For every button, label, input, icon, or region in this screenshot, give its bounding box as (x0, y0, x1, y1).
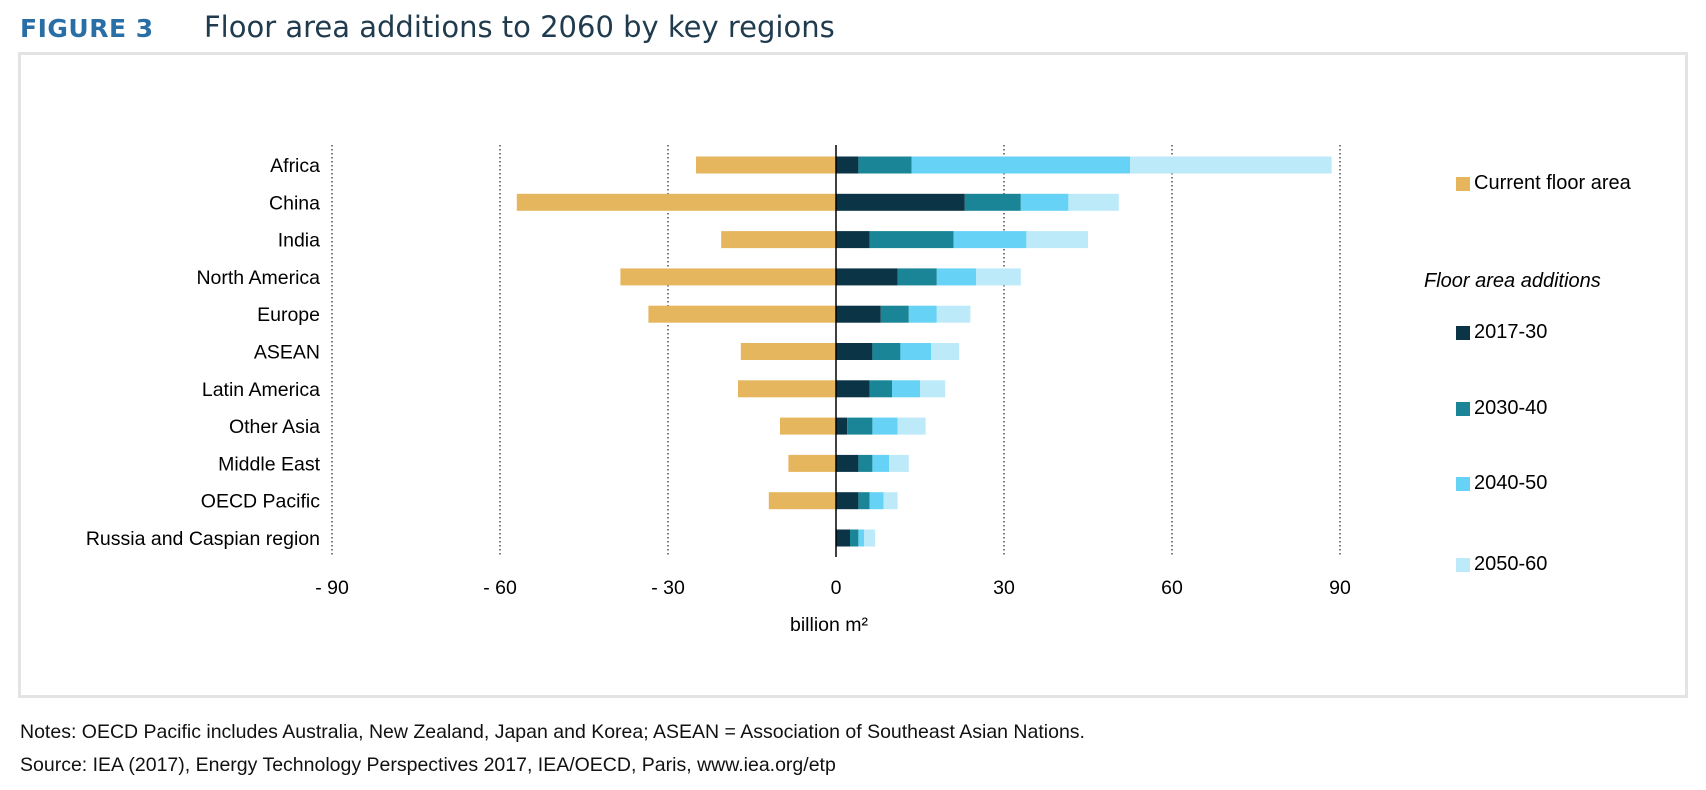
bar-current (620, 268, 836, 286)
category-label: Europe (257, 304, 320, 326)
bar-segment-2030-40 (858, 492, 870, 510)
bar-segment-2017-30 (836, 417, 848, 435)
notes-block: Notes: OECD Pacific includes Australia, … (20, 716, 1085, 782)
bar-current (696, 156, 836, 174)
category-label: Russia and Caspian region (86, 528, 320, 550)
notes-line: Notes: OECD Pacific includes Australia, … (20, 721, 1085, 743)
figure-title: Floor area additions to 2060 by key regi… (204, 10, 835, 44)
x-axis-label: billion m² (790, 614, 869, 636)
bar-segment-2030-40 (858, 156, 912, 174)
category-label: Latin America (202, 379, 320, 401)
category-label: ASEAN (254, 342, 320, 364)
bar-current (740, 343, 836, 360)
bar-segment-2017-30 (836, 454, 859, 472)
bar-segment-2017-30 (836, 343, 873, 360)
bar-segment-2050-60 (920, 380, 946, 398)
bar-segment-2040-50 (1020, 193, 1069, 211)
bar-current (788, 454, 836, 472)
category-label: North America (196, 267, 320, 289)
bar-segment-2030-40 (847, 417, 873, 435)
category-label: Other Asia (229, 416, 320, 438)
category-label: Africa (270, 155, 320, 177)
bar-segment-2017-30 (836, 193, 965, 211)
source-line: Source: IEA (2017), Energy Technology Pe… (20, 754, 836, 776)
x-tick-label: - 90 (315, 577, 349, 599)
bar-segment-2030-40 (897, 268, 937, 286)
bar-segment-2040-50 (911, 156, 1130, 174)
bar-segment-2050-60 (931, 343, 960, 360)
bar-segment-2017-30 (836, 305, 881, 323)
bar-segment-2040-50 (872, 454, 890, 472)
bar-segment-2040-50 (858, 529, 864, 547)
bar-segment-2040-50 (936, 268, 976, 286)
bar-segment-2017-30 (836, 492, 859, 510)
bar-segment-2050-60 (1068, 193, 1119, 211)
bar-segment-2030-40 (869, 231, 954, 249)
x-tick-label: 30 (993, 577, 1015, 599)
bar-segment-2030-40 (872, 343, 901, 360)
bar-segment-2040-50 (900, 343, 932, 360)
bar-segment-2050-60 (864, 529, 876, 547)
x-tick-label: 90 (1329, 577, 1351, 599)
category-label: OECD Pacific (201, 491, 320, 513)
bar-segment-2050-60 (889, 454, 909, 472)
bar-segment-2017-30 (836, 156, 859, 174)
x-tick-label: - 30 (651, 577, 685, 599)
bar-current (516, 193, 836, 211)
bar-segment-2030-40 (850, 529, 859, 547)
category-label: China (269, 192, 320, 214)
bar-segment-2030-40 (880, 305, 909, 323)
category-label: Middle East (218, 453, 320, 475)
bar-segment-2050-60 (936, 305, 971, 323)
bar-segment-2050-60 (883, 492, 898, 510)
bar-segment-2017-30 (836, 268, 898, 286)
bar-segment-2050-60 (976, 268, 1021, 286)
bar-segment-2050-60 (1130, 156, 1332, 174)
bar-current (721, 231, 836, 249)
bar-segment-2030-40 (869, 380, 892, 398)
bar-segment-2050-60 (1026, 231, 1088, 249)
bar-segment-2040-50 (908, 305, 937, 323)
bar-current (648, 305, 836, 323)
x-tick-label: 60 (1161, 577, 1183, 599)
x-tick-label: 0 (831, 577, 842, 599)
bar-segment-2040-50 (953, 231, 1027, 249)
bar-segment-2040-50 (892, 380, 920, 398)
bar-segment-2017-30 (836, 529, 850, 547)
bar-segment-2017-30 (836, 231, 870, 249)
bar-current (738, 380, 836, 398)
figure-label: FIGURE 3 (20, 14, 154, 43)
bar-segment-2017-30 (836, 380, 870, 398)
bar-segment-2040-50 (869, 492, 884, 510)
bar-segment-2030-40 (964, 193, 1021, 211)
category-label: India (278, 230, 320, 252)
bar-segment-2050-60 (897, 417, 926, 435)
bar-segment-2030-40 (858, 454, 873, 472)
bar-current (780, 417, 836, 435)
bar-current (768, 492, 836, 510)
bar-segment-2040-50 (872, 417, 898, 435)
x-tick-label: - 60 (483, 577, 517, 599)
